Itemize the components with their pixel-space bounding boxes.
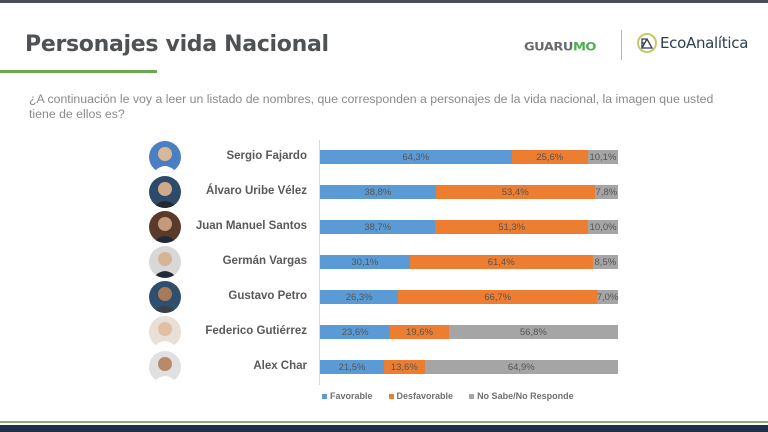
bar-segment-desfavorable: 13,6%	[384, 360, 425, 374]
bar-segment-no-sabe-no-responde: 8,5%	[592, 255, 618, 269]
bar-segment-no-sabe-no-responde: 56,8%	[448, 325, 618, 339]
legend-item: No Sabe/No Responde	[469, 391, 574, 401]
data-label: 66,7%	[484, 291, 512, 303]
person-avatar	[149, 211, 181, 243]
bar-segment-desfavorable: 19,6%	[390, 325, 449, 339]
bar-segment-favorable: 26,3%	[320, 290, 399, 304]
legend-swatch	[469, 393, 475, 399]
data-label: 38,8%	[364, 186, 392, 198]
chart-legend: Favorable Desfavorable No Sabe/No Responde	[322, 391, 574, 401]
footer-navy-bar	[0, 425, 768, 432]
legend-item: Favorable	[322, 391, 373, 401]
footer-green-line	[0, 421, 768, 423]
survey-question: ¿A continuación le voy a leer un listado…	[29, 92, 714, 121]
guarumo-logo-text-a: GUARU	[524, 41, 573, 54]
person-avatar	[149, 246, 181, 278]
person-avatar	[149, 351, 181, 383]
category-label: Juan Manuel Santos	[195, 220, 307, 232]
data-label: 51,3%	[498, 221, 526, 233]
data-label: 19,6%	[406, 326, 433, 338]
data-label: 7,0%	[596, 291, 619, 303]
person-avatar	[149, 176, 181, 208]
bar-segment-favorable: 21,5%	[320, 360, 385, 374]
data-label: 53,4%	[501, 186, 529, 198]
chart-axis-line	[319, 140, 320, 385]
bar-segment-no-sabe-no-responde: 64,9%	[424, 360, 618, 374]
legend-swatch	[388, 393, 394, 399]
data-label: 64,9%	[507, 361, 535, 373]
legend-label: No Sabe/No Responde	[477, 391, 574, 401]
data-label: 8,5%	[594, 256, 617, 268]
legend-label: Desfavorable	[396, 391, 454, 401]
bar-segment-favorable: 38,7%	[320, 220, 436, 234]
bar-segment-favorable: 38,8%	[320, 185, 436, 199]
category-label: Gustavo Petro	[228, 290, 307, 302]
category-label: Alex Char	[253, 360, 307, 372]
bar-segment-no-sabe-no-responde: 10,1%	[587, 150, 618, 164]
bar-segment-favorable: 64,3%	[320, 150, 512, 164]
data-label: 7,8%	[595, 186, 618, 198]
ecoanalitica-logo-text: EcoAnalítica	[660, 34, 749, 52]
data-label: 61,4%	[487, 256, 515, 268]
top-bar	[0, 0, 768, 3]
guarumo-logo-text-b: MO	[572, 41, 597, 54]
bar-segment-desfavorable: 61,4%	[409, 255, 593, 269]
data-label: 23,6%	[341, 326, 369, 338]
bar-segment-desfavorable: 51,3%	[435, 220, 589, 234]
data-label: 10,0%	[589, 221, 617, 233]
category-label: Sergio Fajardo	[226, 150, 307, 162]
bar-segment-favorable: 30,1%	[320, 255, 410, 269]
title-underline	[0, 70, 157, 73]
person-avatar	[149, 141, 181, 173]
bar-segment-desfavorable: 66,7%	[398, 290, 598, 304]
category-label: Federico Gutiérrez	[205, 325, 307, 337]
data-label: 10,1%	[589, 151, 617, 163]
legend-item: Desfavorable	[388, 391, 454, 401]
data-label: 21,5%	[338, 361, 366, 373]
person-avatar	[149, 316, 181, 348]
category-label: Germán Vargas	[222, 255, 307, 267]
bar-segment-desfavorable: 25,6%	[511, 150, 588, 164]
bar-segment-no-sabe-no-responde: 10,0%	[588, 220, 618, 234]
data-label: 38,7%	[364, 221, 392, 233]
bar-segment-no-sabe-no-responde: 7,8%	[594, 185, 618, 199]
category-label: Álvaro Uribe Vélez	[206, 185, 307, 197]
guarumo-logo: GUARUMO	[524, 41, 596, 54]
data-label: 13,6%	[390, 361, 418, 373]
ecoanalitica-logo-icon	[637, 33, 657, 53]
data-label: 26,3%	[345, 291, 373, 303]
bar-segment-no-sabe-no-responde: 7,0%	[597, 290, 618, 304]
data-label: 30,1%	[351, 256, 379, 268]
bar-segment-favorable: 23,6%	[320, 325, 391, 339]
legend-swatch	[322, 393, 327, 399]
legend-label: Favorable	[330, 391, 373, 401]
data-label: 64,3%	[402, 151, 430, 163]
ecoanalitica-logo: EcoAnalítica	[637, 33, 748, 53]
page-title: Personajes vida Nacional	[25, 32, 329, 57]
bar-segment-desfavorable: 53,4%	[435, 185, 595, 199]
person-avatar	[149, 281, 181, 313]
data-label: 25,6%	[536, 151, 564, 163]
data-label: 56,8%	[519, 326, 547, 338]
logo-divider	[621, 30, 622, 60]
